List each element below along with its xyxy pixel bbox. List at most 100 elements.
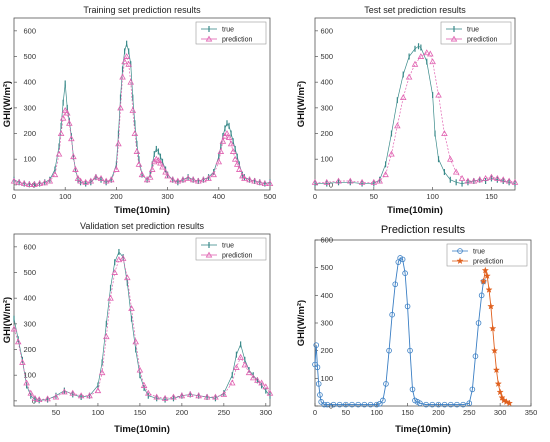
data-point-prediction	[219, 137, 227, 144]
data-point-prediction	[20, 180, 28, 187]
data-point-prediction	[107, 294, 114, 301]
legend: true prediction	[195, 21, 267, 45]
data-point-prediction	[117, 104, 124, 111]
data-point-prediction	[499, 176, 507, 183]
x-tick-label: 50	[342, 408, 350, 417]
data-point-prediction	[27, 389, 35, 396]
data-point-prediction	[51, 171, 59, 178]
data-point-prediction	[189, 176, 197, 183]
data-point-prediction	[26, 180, 33, 187]
data-point-prediction	[261, 180, 269, 187]
data-point-true	[343, 401, 349, 408]
data-point-prediction	[256, 178, 264, 185]
y-tick-label: 0	[329, 402, 333, 411]
y-tick-label: 300	[320, 103, 333, 112]
x-tick-label: 200	[432, 408, 445, 417]
data-point-prediction	[44, 395, 51, 402]
legend-label: true	[222, 27, 234, 34]
data-point-prediction	[239, 172, 246, 179]
data-point-true	[389, 311, 395, 318]
data-point-prediction	[388, 150, 395, 157]
data-point-prediction	[46, 177, 54, 184]
data-point-prediction	[15, 178, 23, 185]
data-point-true	[399, 256, 406, 263]
data-point-prediction	[41, 179, 48, 186]
x-tick-label: 350	[525, 408, 538, 417]
series-prediction	[10, 53, 274, 187]
legend: true prediction	[195, 237, 267, 261]
legend-label: true	[467, 27, 479, 34]
y-tick-label: 600	[23, 26, 36, 35]
data-point-prediction	[119, 254, 127, 261]
data-point-prediction	[441, 130, 448, 137]
data-point-prediction	[94, 387, 102, 394]
x-axis-label: Time(10min)	[395, 424, 451, 435]
y-tick-label: 400	[320, 78, 333, 87]
y-axis-label: GHI(W/m²)	[296, 300, 307, 346]
data-point-prediction	[251, 177, 258, 184]
data-point-prediction	[14, 338, 22, 345]
data-point-prediction	[511, 178, 519, 185]
data-point-prediction	[423, 49, 431, 56]
data-point-prediction	[479, 277, 488, 285]
legend-marker	[450, 35, 458, 42]
legend-marker	[205, 35, 213, 42]
data-point-prediction	[470, 177, 478, 184]
data-point-true	[407, 347, 413, 354]
data-point-prediction	[66, 119, 73, 126]
x-tick-label: 200	[110, 192, 123, 201]
data-point-prediction	[233, 160, 241, 167]
data-point-true	[380, 397, 386, 404]
data-point-true	[386, 347, 392, 354]
data-point-prediction	[145, 389, 152, 396]
chart-panel-3: Validation set prediction results GHI(W/m…	[2, 221, 274, 435]
data-point-prediction	[108, 176, 115, 183]
x-tick-label: 100	[59, 192, 72, 201]
data-point-true	[349, 401, 355, 408]
data-point-prediction	[10, 325, 18, 332]
y-tick-label: 300	[23, 103, 36, 112]
data-point-prediction	[358, 178, 366, 185]
y-tick-label: 300	[23, 319, 36, 328]
legend-box	[446, 243, 528, 267]
data-point-prediction	[10, 177, 18, 184]
data-point-prediction	[121, 58, 128, 65]
data-point-prediction	[505, 399, 514, 407]
data-point-prediction	[483, 272, 491, 280]
data-point-prediction	[203, 393, 211, 400]
data-point-prediction	[435, 91, 442, 98]
data-point-prediction	[133, 148, 141, 154]
y-tick-label: 400	[23, 78, 36, 87]
data-point-prediction	[111, 269, 119, 275]
data-point-prediction	[184, 175, 192, 181]
x-tick-label: 50	[52, 408, 60, 417]
x-tick-label: 300	[260, 408, 273, 417]
data-point-prediction	[490, 346, 499, 354]
x-tick-label: 150	[485, 192, 498, 201]
data-point-prediction	[225, 133, 233, 140]
data-point-prediction	[241, 361, 249, 368]
y-tick-label: 200	[23, 345, 36, 354]
data-point-true	[475, 320, 482, 326]
data-point-true	[454, 401, 460, 408]
data-point-prediction	[394, 122, 401, 129]
chart-title: Test set prediction results	[364, 5, 466, 15]
data-point-prediction	[223, 130, 231, 137]
series-prediction	[311, 49, 519, 185]
data-point-prediction	[417, 53, 425, 59]
y-tick-label: 200	[320, 346, 333, 355]
data-point-prediction	[124, 274, 131, 281]
data-point-prediction	[382, 171, 389, 178]
data-point-true	[315, 381, 322, 387]
data-point-true	[417, 400, 423, 407]
data-point-prediction	[174, 177, 182, 184]
data-point-true	[367, 401, 374, 408]
legend-label: prediction	[473, 259, 503, 266]
y-tick-label: 600	[23, 242, 36, 251]
x-tick-label: 400	[213, 192, 226, 201]
data-point-prediction	[429, 58, 436, 65]
data-point-prediction	[464, 177, 472, 184]
x-axis-label: Time(10min)	[114, 424, 170, 435]
data-point-prediction	[77, 177, 84, 184]
data-point-prediction	[311, 178, 319, 185]
